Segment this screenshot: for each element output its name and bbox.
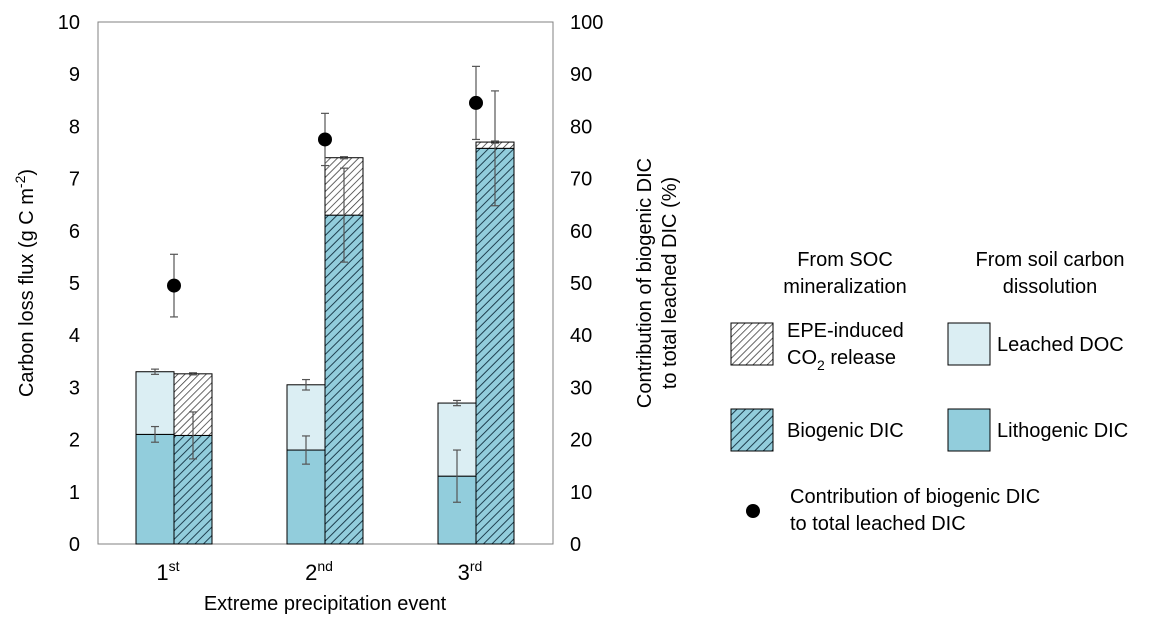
y-right-tick-label: 50 — [570, 273, 592, 295]
y-right-tick-label: 100 — [570, 12, 603, 34]
y-left-tick-label: 6 — [69, 221, 80, 243]
y-right-tick-label: 80 — [570, 116, 592, 138]
legend-label-epe-line2: CO2 release — [787, 347, 896, 373]
x-tick-label: 1st — [156, 558, 179, 585]
legend-group2-line2: dissolution — [1003, 276, 1098, 298]
y-left-tick-label: 8 — [69, 116, 80, 138]
legend-group2-line1: From soil carbon — [976, 249, 1125, 271]
y-right-tick-label: 20 — [570, 430, 592, 452]
y-left-tick-label: 0 — [69, 534, 80, 556]
legend-label-epe-line1: EPE-induced — [787, 320, 904, 342]
legend-group1-line1: From SOC — [797, 249, 893, 271]
bar-lithogenic-dic — [135, 433, 175, 545]
legend: From SOC mineralization From soil carbon… — [730, 249, 1128, 535]
legend-group1-line2: mineralization — [783, 276, 906, 298]
x-tick-labels: 1st 2nd 3rd — [156, 558, 482, 585]
legend-swatch-lithogenic — [947, 408, 991, 452]
bar-lithogenic-dic — [286, 449, 326, 545]
legend-label-lithogenic: Lithogenic DIC — [997, 420, 1128, 442]
legend-swatch-biogenic — [730, 408, 774, 452]
y-right-tick-label: 90 — [570, 64, 592, 86]
legend-dot — [746, 504, 760, 518]
y-right-tick-label: 40 — [570, 325, 592, 347]
y-right-tick-label: 0 — [570, 534, 581, 556]
legend-label-biogenic: Biogenic DIC — [787, 420, 904, 442]
y-left-tick-label: 1 — [69, 482, 80, 504]
error-bars — [151, 90, 499, 503]
bar-biogenic-dic — [475, 147, 515, 545]
y-left-tick-label: 9 — [69, 64, 80, 86]
legend-swatch-doc — [947, 322, 991, 366]
legend-label-contribution-line1: Contribution of biogenic DIC — [790, 486, 1040, 508]
y-left-tick-label: 10 — [58, 12, 80, 34]
y-left-axis-title: Carbon loss flux (g C m-2) — [12, 169, 38, 397]
y-right-tick-label: 10 — [570, 482, 592, 504]
y-right-tick-label: 60 — [570, 221, 592, 243]
contribution-dots — [167, 65, 483, 318]
x-tick-label: 3rd — [458, 558, 483, 585]
contribution-dot — [318, 132, 332, 147]
bar-leached-doc — [135, 371, 175, 435]
y-right-tick-label: 70 — [570, 169, 592, 191]
y-left-ticks: 0 1 2 3 4 5 6 7 8 9 10 — [58, 12, 80, 556]
contribution-dot — [167, 278, 181, 293]
legend-label-contribution-line2: to total leached DIC — [790, 513, 966, 535]
y-left-tick-label: 2 — [69, 430, 80, 452]
y-left-tick-label: 4 — [69, 325, 80, 347]
y-right-axis-title-line1: Contribution of biogenic DIC — [634, 158, 656, 408]
legend-label-doc: Leached DOC — [997, 334, 1124, 356]
y-left-tick-label: 7 — [69, 169, 80, 191]
x-axis-title: Extreme precipitation event — [204, 593, 447, 615]
y-left-tick-label: 5 — [69, 273, 80, 295]
bar-biogenic-dic — [324, 214, 364, 545]
contribution-dot — [469, 95, 483, 110]
x-tick-label: 2nd — [305, 558, 333, 585]
y-right-ticks: 0 10 20 30 40 50 60 70 80 90 100 — [570, 12, 603, 556]
y-left-tick-label: 3 — [69, 377, 80, 399]
y-right-tick-label: 30 — [570, 377, 592, 399]
legend-swatch-epe — [730, 322, 774, 366]
y-right-axis-title-line2: to total leached DIC (%) — [659, 177, 681, 389]
